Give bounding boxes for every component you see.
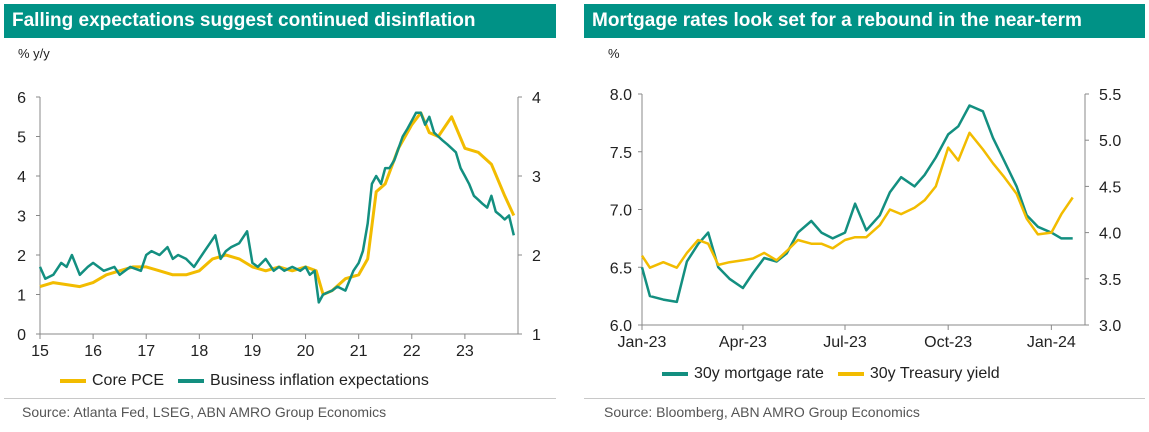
x-tick-label: 23 xyxy=(456,343,474,360)
left-chart-panel: Falling expectations suggest continued d… xyxy=(0,0,560,432)
y-right-tick-label: 2 xyxy=(532,248,541,265)
x-tick-label: Apr-23 xyxy=(719,334,767,351)
x-tick-label: 21 xyxy=(350,343,368,360)
y-right-tick-label: 3.5 xyxy=(1099,272,1121,289)
y-left-tick-label: 7.0 xyxy=(610,203,632,220)
y-right-tick-label: 4.0 xyxy=(1099,226,1121,243)
y-left-tick-label: 3 xyxy=(17,209,26,226)
left-chart-title: Falling expectations suggest continued d… xyxy=(4,4,556,38)
left-source-divider xyxy=(4,398,556,399)
series-line-30y-treasury-yield xyxy=(640,131,1074,269)
y-right-tick-label: 1 xyxy=(532,327,541,344)
left-unit-label: % y/y xyxy=(18,46,50,61)
legend-label: Business inflation expectations xyxy=(210,372,429,389)
x-tick-label: 19 xyxy=(244,343,262,360)
x-tick-label: 15 xyxy=(31,343,49,360)
series-line-30y-mortgage-rate xyxy=(640,104,1073,304)
y-left-tick-label: 4 xyxy=(17,169,26,186)
y-left-tick-label: 2 xyxy=(17,248,26,265)
y-left-tick-label: 7.5 xyxy=(610,145,632,162)
right-chart-svg: 6.0 6.5 7.0 7.5 8.0 3.0 3.5 4.0 4.5 5.0 5.5 Jan-23 A… xyxy=(610,87,1122,351)
x-tick-label: 18 xyxy=(190,343,208,360)
y-left-tick-label: 6.5 xyxy=(610,260,632,277)
x-tick-label: 16 xyxy=(84,343,102,360)
y-left-tick-label: 1 xyxy=(17,288,26,305)
y-left-tick-label: 6.0 xyxy=(610,318,632,335)
legend-label: 30y mortgage rate xyxy=(694,365,824,382)
y-left-tick-label: 8.0 xyxy=(610,87,632,104)
legend-swatch-teal xyxy=(178,379,205,383)
left-source: Source: Atlanta Fed, LSEG, ABN AMRO Grou… xyxy=(22,404,387,420)
y-right-tick-label: 5.5 xyxy=(1099,87,1121,104)
y-left-tick-label: 6 xyxy=(17,90,26,107)
left-legend-business-expectations: Business inflation expectations xyxy=(178,372,429,390)
x-tick-label: Jan-23 xyxy=(618,334,667,351)
y-right-tick-label: 3.0 xyxy=(1099,318,1121,335)
right-chart-panel: Mortgage rates look set for a rebound in… xyxy=(580,0,1149,432)
y-right-tick-label: 4 xyxy=(532,90,541,107)
legend-label: Core PCE xyxy=(92,372,165,389)
series-line-business-inflation-expectations xyxy=(38,111,516,304)
right-legend: 30y mortgage rate 30y Treasury yield xyxy=(662,365,1014,383)
right-source: Source: Bloomberg, ABN AMRO Group Econom… xyxy=(604,404,920,420)
right-legend-mortgage: 30y mortgage rate xyxy=(662,365,824,383)
right-unit-label: % xyxy=(608,46,620,61)
x-tick-label: 17 xyxy=(137,343,155,360)
legend-swatch-gold xyxy=(60,379,86,383)
legend-swatch-teal xyxy=(662,372,688,376)
right-source-divider xyxy=(584,398,1145,399)
y-right-tick-label: 5.0 xyxy=(1099,133,1121,150)
x-tick-label: Jan-24 xyxy=(1027,334,1076,351)
x-tick-label: 22 xyxy=(403,343,421,360)
left-legend-core-pce: Core PCE xyxy=(60,372,164,390)
left-legend: Core PCE Business inflation expectations xyxy=(60,372,443,390)
y-left-tick-label: 5 xyxy=(17,130,26,147)
x-tick-label: Jul-23 xyxy=(823,334,867,351)
x-tick-label: 20 xyxy=(297,343,315,360)
right-legend-treasury: 30y Treasury yield xyxy=(837,365,1000,383)
legend-swatch-gold xyxy=(837,372,864,376)
x-tick-label: Oct-23 xyxy=(924,334,972,351)
legend-label: 30y Treasury yield xyxy=(869,365,1000,382)
y-right-tick-label: 4.5 xyxy=(1099,179,1121,196)
y-left-tick-label: 0 xyxy=(17,327,26,344)
right-chart-title: Mortgage rates look set for a rebound in… xyxy=(584,4,1145,38)
y-right-tick-label: 3 xyxy=(532,169,541,186)
